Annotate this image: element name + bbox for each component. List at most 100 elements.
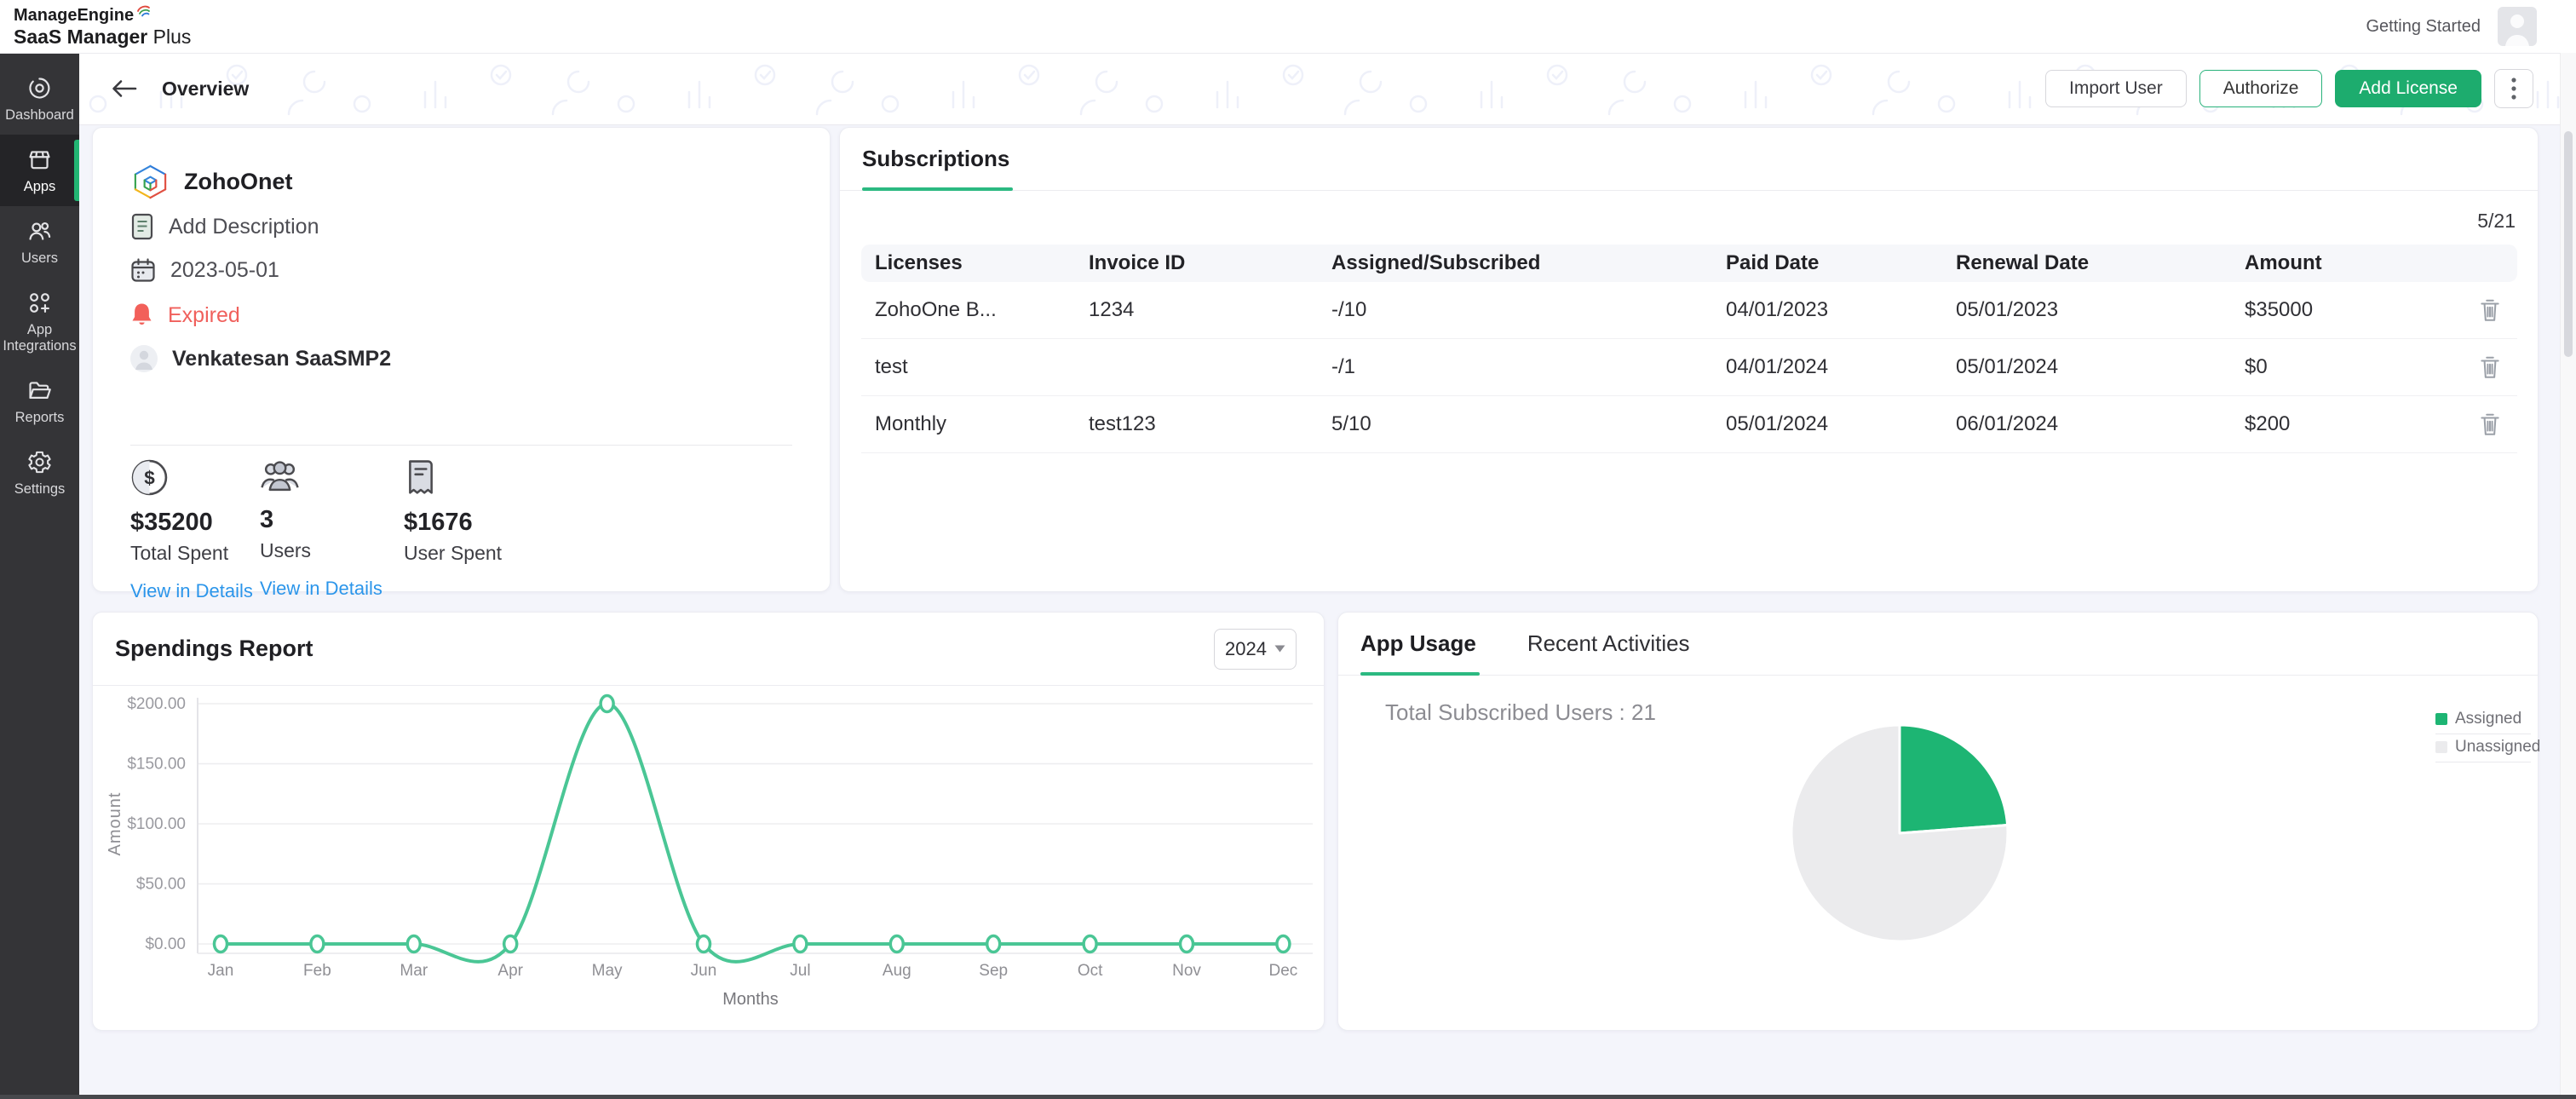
sidebar-item-dashboard[interactable]: Dashboard — [0, 63, 79, 135]
cell-assigned: -/10 — [1331, 298, 1726, 322]
manageengine-swoosh-icon — [135, 3, 151, 17]
svg-text:$: $ — [144, 468, 155, 489]
app-info-panel: ZohoOnet Add Description 2023-05-01 Expi… — [92, 127, 831, 592]
svg-text:$50.00: $50.00 — [136, 876, 186, 894]
cell-license: ZohoOne B... — [875, 298, 1089, 322]
svg-text:Mar: Mar — [400, 962, 428, 980]
expired-bell-icon — [130, 302, 153, 328]
brand-line2-bold: SaaS Manager — [14, 26, 147, 48]
svg-text:Jun: Jun — [691, 962, 717, 980]
tab-recent-activities[interactable]: Recent Activities — [1527, 613, 1690, 675]
svg-text:Apr: Apr — [497, 962, 523, 980]
table-row[interactable]: test -/1 04/01/2024 05/01/2024 $0 — [861, 339, 2517, 396]
sidebar-item-apps[interactable]: Apps — [0, 135, 79, 206]
page-title: Overview — [162, 78, 249, 101]
more-options-button[interactable] — [2494, 69, 2533, 108]
cell-license: test — [875, 355, 1089, 379]
app-owner-name: Venkatesan SaaSMP2 — [172, 347, 391, 371]
app-name: ZohoOnet — [184, 169, 292, 195]
add-license-button[interactable]: Add License — [2335, 70, 2481, 107]
description-document-icon — [130, 213, 154, 240]
unassigned-swatch — [2435, 741, 2447, 753]
delete-subscription-button[interactable] — [2463, 297, 2517, 323]
view-details-link[interactable]: View in Details — [260, 578, 404, 600]
sidebar-item-app-integrations[interactable]: App Integrations — [0, 278, 79, 365]
kebab-menu-icon — [2511, 78, 2516, 100]
person-icon — [2498, 7, 2537, 46]
chevron-down-icon — [1274, 645, 1285, 653]
app-description-row[interactable]: Add Description — [130, 213, 319, 240]
app-purchase-date: 2023-05-01 — [170, 258, 279, 283]
subscriptions-count: 5/21 — [840, 191, 2538, 233]
trash-icon — [2479, 411, 2501, 437]
pie-legend: Assigned Unassigned — [2435, 706, 2531, 762]
app-usage-pie-chart — [1746, 680, 2053, 987]
cell-assigned: -/1 — [1331, 355, 1726, 379]
legend-item-assigned[interactable]: Assigned — [2435, 706, 2531, 734]
table-row[interactable]: Monthly test123 5/10 05/01/2024 06/01/20… — [861, 396, 2517, 453]
cell-paid-date: 04/01/2023 — [1726, 298, 1956, 322]
stat-label: User Spent — [404, 542, 533, 565]
import-user-button[interactable]: Import User — [2045, 70, 2187, 107]
trash-icon — [2479, 297, 2501, 323]
cell-renewal-date: 05/01/2023 — [1956, 298, 2245, 322]
tab-subscriptions[interactable]: Subscriptions — [862, 128, 1009, 190]
cell-renewal-date: 05/01/2024 — [1956, 355, 2245, 379]
table-row[interactable]: ZohoOne B... 1234 -/10 04/01/2023 05/01/… — [861, 282, 2517, 339]
cell-license: Monthly — [875, 412, 1089, 436]
app-integrations-icon — [26, 290, 53, 316]
svg-text:Sep: Sep — [979, 962, 1008, 980]
col-renewal-date: Renewal Date — [1956, 251, 2245, 275]
legend-item-unassigned[interactable]: Unassigned — [2435, 734, 2531, 762]
trash-icon — [2479, 354, 2501, 380]
stat-label: Users — [260, 539, 404, 562]
dashboard-icon — [26, 75, 53, 101]
app-status-row: Expired — [130, 302, 240, 328]
col-invoice-id: Invoice ID — [1089, 251, 1331, 275]
scrollbar-thumb[interactable] — [2564, 131, 2573, 357]
sidebar-item-label: Settings — [14, 481, 66, 498]
col-licenses: Licenses — [875, 251, 1089, 275]
owner-avatar-icon — [130, 345, 158, 372]
topbar: ManageEngine SaaS Manager Plus Getting S… — [0, 0, 2576, 54]
sidebar-item-settings[interactable]: Settings — [0, 437, 79, 509]
assigned-swatch — [2435, 713, 2447, 725]
spendings-line-chart: $0.00$50.00$100.00$150.00$200.00JanFebMa… — [93, 686, 1325, 1027]
svg-text:Months: Months — [722, 990, 779, 1009]
svg-text:Nov: Nov — [1172, 962, 1201, 980]
user-avatar[interactable] — [2498, 7, 2537, 46]
authorize-button[interactable]: Authorize — [2199, 70, 2323, 107]
dollar-coin-icon: $ — [130, 458, 169, 497]
view-details-link[interactable]: View in Details — [130, 580, 260, 602]
delete-subscription-button[interactable] — [2463, 411, 2517, 437]
spendings-report-title: Spendings Report — [115, 636, 313, 662]
app-date-row: 2023-05-01 — [130, 257, 279, 284]
app-description-placeholder: Add Description — [169, 215, 319, 239]
tab-app-usage[interactable]: App Usage — [1360, 613, 1476, 675]
sidebar-item-label: App Integrations — [1, 322, 79, 354]
back-button[interactable] — [109, 77, 140, 101]
year-dropdown-value: 2024 — [1225, 638, 1267, 660]
cell-assigned: 5/10 — [1331, 412, 1726, 436]
stat-label: Total Spent — [130, 542, 260, 565]
subscriptions-tab-row: Subscriptions — [840, 128, 2538, 191]
delete-subscription-button[interactable] — [2463, 354, 2517, 380]
year-dropdown[interactable]: 2024 — [1214, 629, 1297, 670]
app-logo-cube-icon — [130, 162, 170, 202]
svg-text:Oct: Oct — [1078, 962, 1103, 980]
app-status-badge: Expired — [168, 303, 240, 328]
stat-value: $35200 — [130, 509, 260, 537]
sidebar-item-label: Dashboard — [5, 107, 74, 124]
svg-text:$200.00: $200.00 — [127, 695, 186, 713]
app-owner-row: Venkatesan SaaSMP2 — [130, 345, 391, 372]
svg-text:Jan: Jan — [208, 962, 234, 980]
getting-started-link[interactable]: Getting Started — [2366, 17, 2481, 37]
vertical-scrollbar — [2560, 53, 2576, 1099]
sidebar-item-label: Apps — [24, 179, 56, 195]
sidebar-item-reports[interactable]: Reports — [0, 365, 79, 437]
sidebar-item-users[interactable]: Users — [0, 206, 79, 278]
apps-icon — [26, 147, 53, 173]
svg-text:$0.00: $0.00 — [145, 935, 186, 953]
stat-users: 3 Users View in Details — [260, 458, 404, 602]
reports-folder-icon — [26, 377, 53, 404]
